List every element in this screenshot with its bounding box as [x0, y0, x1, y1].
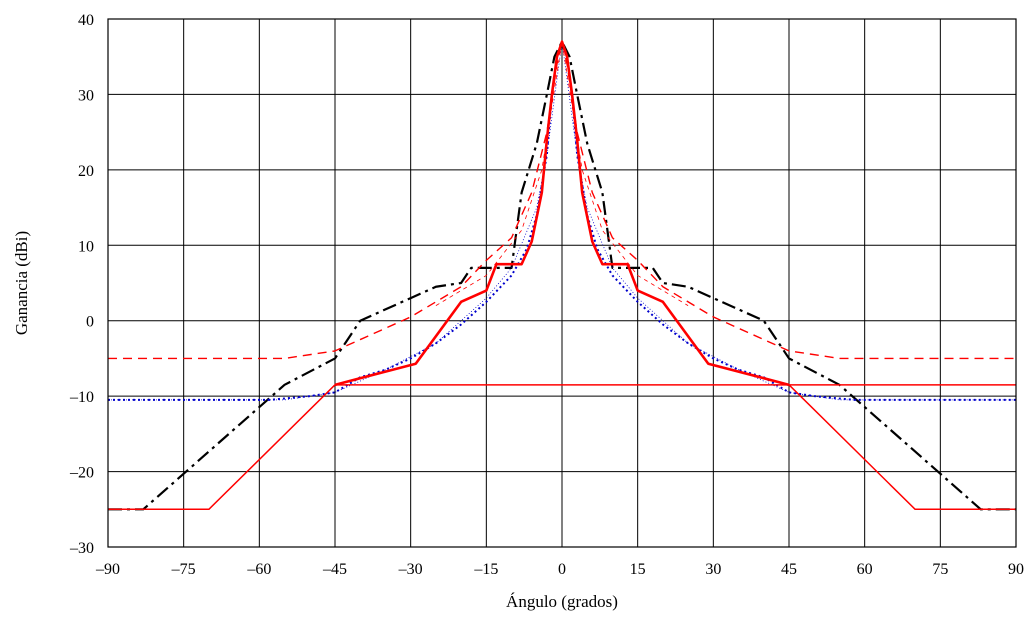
x-tick-label: –75 — [171, 561, 196, 578]
x-tick-label: 45 — [781, 561, 797, 578]
y-tick-label: 20 — [78, 163, 94, 180]
x-axis-title: Ángulo (grados) — [506, 592, 618, 611]
series-line-dashed — [108, 40, 1016, 360]
plot-border — [107, 18, 1017, 548]
y-tick-label: 0 — [86, 314, 94, 331]
y-tick-label: –10 — [69, 389, 94, 406]
x-tick-label: –90 — [95, 561, 120, 578]
series-line-thin-dotted — [108, 41, 1016, 401]
y-tick-label: 40 — [78, 12, 94, 29]
y-axis-title: Ganancia (dBi) — [12, 231, 31, 335]
x-tick-label: –30 — [398, 561, 423, 578]
x-tick-label: 30 — [705, 561, 721, 578]
x-tick-label: 90 — [1008, 561, 1024, 578]
x-tick-label: –45 — [322, 561, 347, 578]
x-tick-label: –15 — [473, 561, 498, 578]
x-tick-label: 60 — [857, 561, 873, 578]
x-tick-label: 15 — [630, 561, 646, 578]
y-tick-label: –20 — [69, 465, 94, 482]
x-tick-labels: –90 –75 –60 –45 –30 –15 0 15 30 45 60 75 90 — [95, 561, 1024, 578]
series-line-solid-thin-right — [788, 384, 1016, 511]
series-line-solid — [108, 384, 1016, 511]
x-tick-label: 0 — [558, 561, 566, 578]
y-tick-label: 30 — [78, 87, 94, 104]
y-tick-label: –30 — [69, 540, 94, 557]
x-tick-label: –60 — [246, 561, 271, 578]
x-tick-label: 75 — [932, 561, 948, 578]
series-line-solid-thick — [334, 40, 790, 387]
series-group — [108, 40, 1016, 511]
y-tick-label: 10 — [78, 238, 94, 255]
y-tick-labels: –30 –20 –10 0 10 20 30 40 — [69, 12, 94, 557]
series-line-dash-dot — [108, 40, 1016, 511]
